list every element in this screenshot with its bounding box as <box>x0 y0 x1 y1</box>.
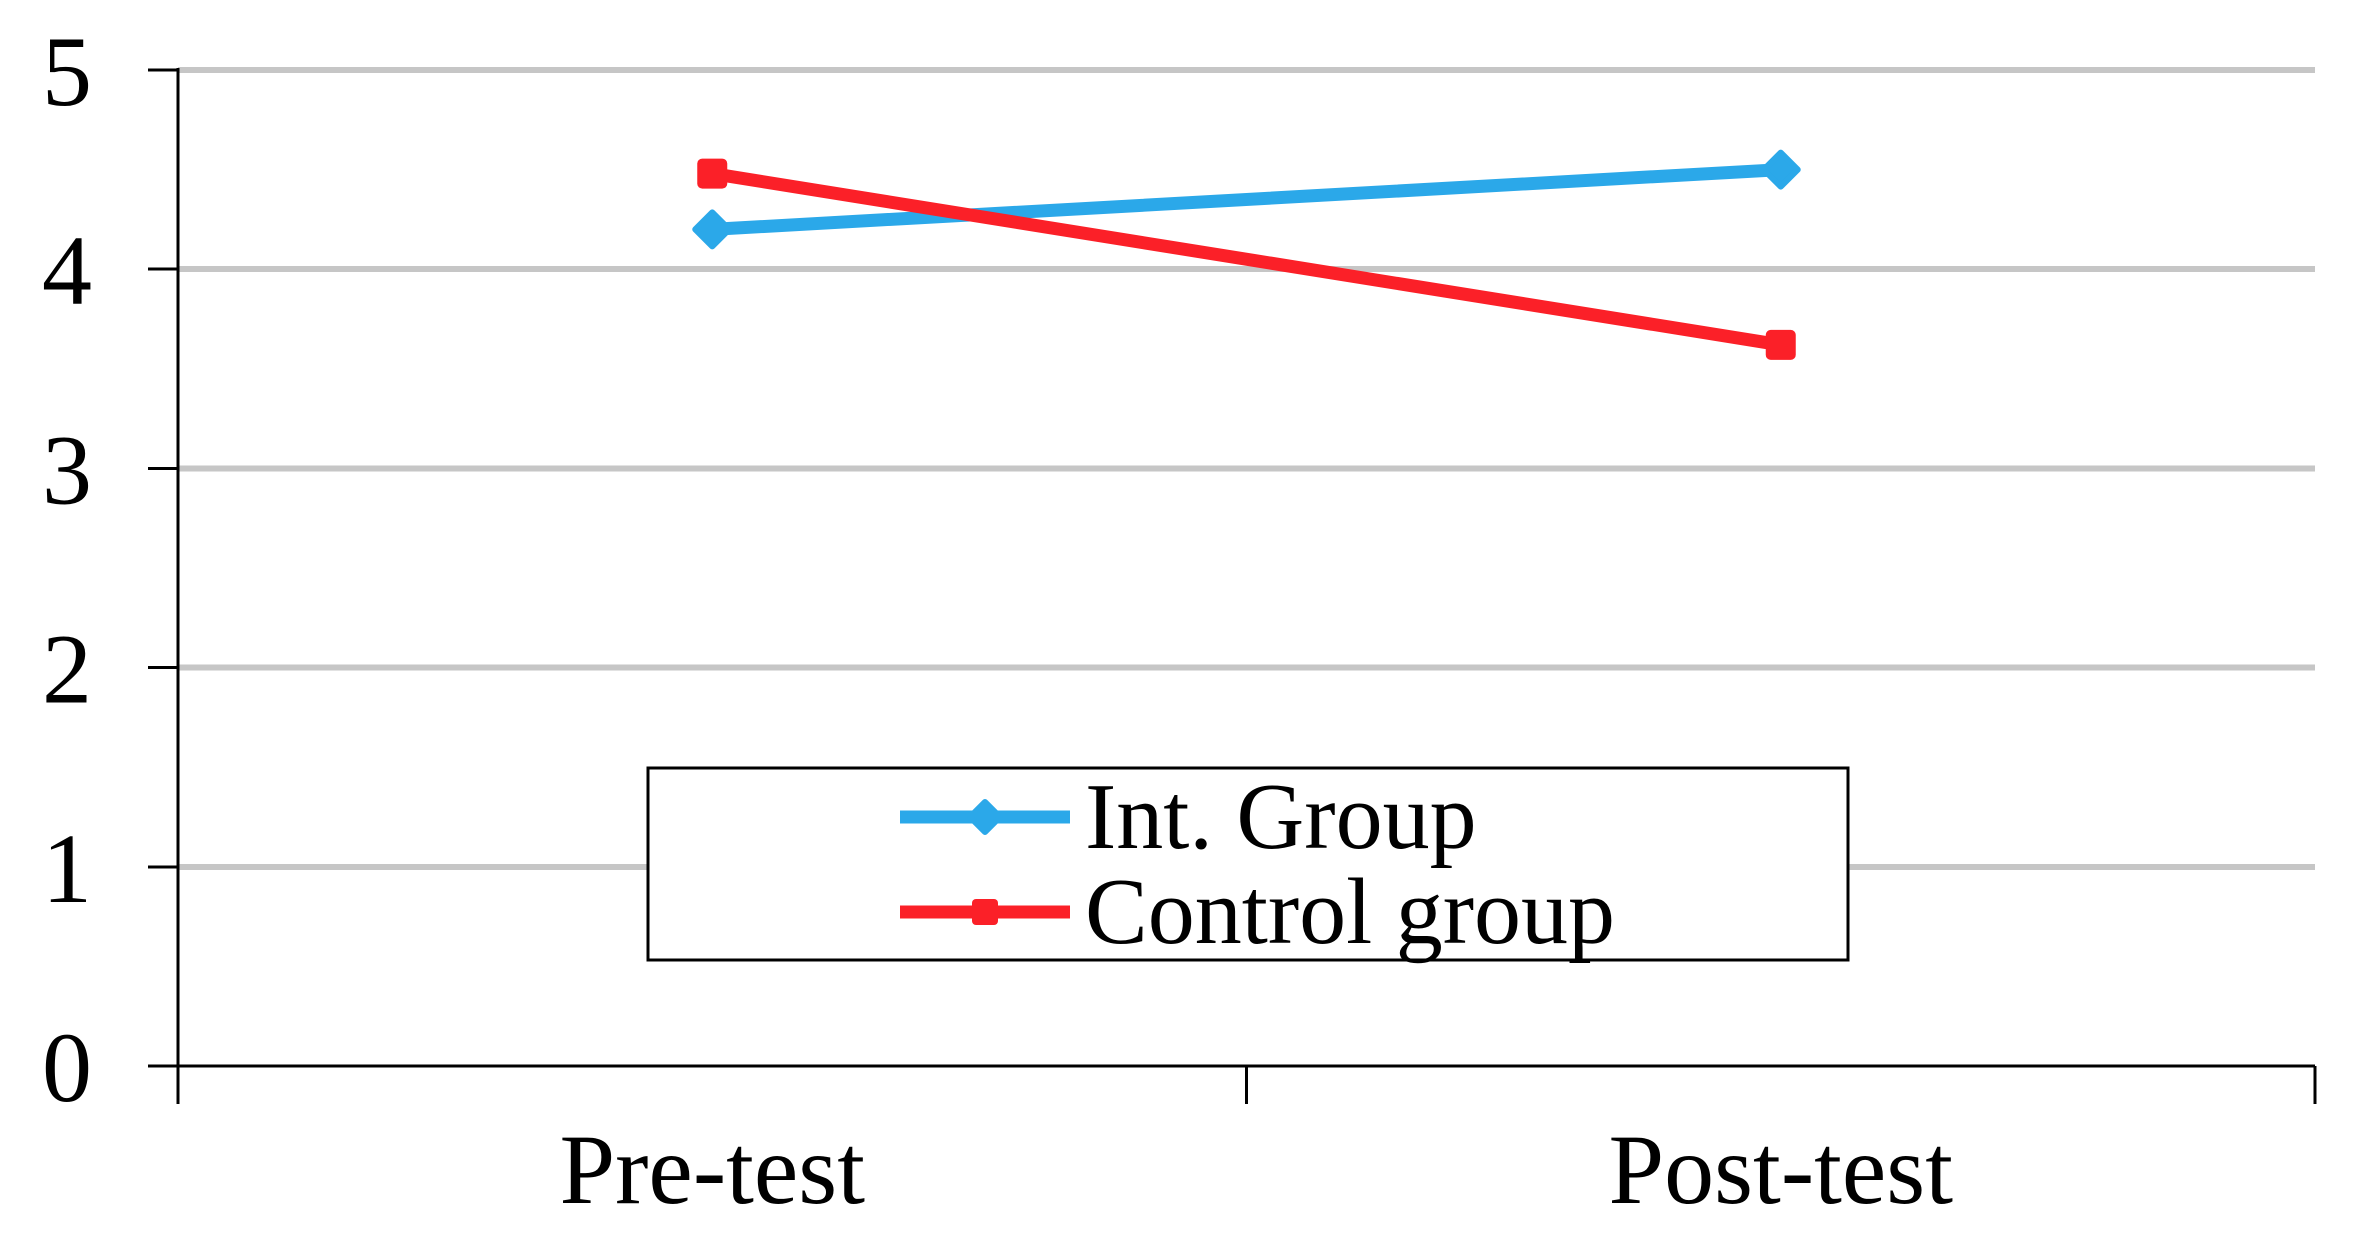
x-category-label-1: Post-test <box>1609 1114 1954 1225</box>
y-tick-label-5: 5 <box>42 16 92 127</box>
y-tick-label-3: 3 <box>42 414 92 525</box>
y-tick-label-4: 4 <box>42 215 92 326</box>
series-control-group-pt0-square-marker <box>697 158 728 189</box>
legend-label-control-group: Control group <box>1085 860 1615 964</box>
gridlines <box>178 67 2315 870</box>
legend-control-group-square-marker <box>972 899 998 925</box>
x-category-label-0: Pre-test <box>560 1114 866 1225</box>
axes <box>148 68 2317 1104</box>
y-tick-label-1: 1 <box>42 813 92 924</box>
legend-int-group-diamond-marker <box>967 799 1003 835</box>
series-int-group-pt0-diamond-marker <box>692 209 733 250</box>
series-control-group <box>697 158 1796 360</box>
axis-labels: 0 1 2 3 4 5 Pre-test Post-test <box>42 16 1953 1225</box>
y-tick-label-0: 0 <box>42 1012 92 1123</box>
series-int-group <box>692 149 1801 250</box>
series-line-control-group <box>705 167 1788 352</box>
y-tick-label-2: 2 <box>42 614 92 725</box>
legend-box <box>646 766 1850 962</box>
series-line-int-group <box>705 163 1788 236</box>
series-control-group-pt1-square-marker <box>1765 329 1796 360</box>
series-int-group-pt1-diamond-marker <box>1760 149 1801 190</box>
legend-label-int-group: Int. Group <box>1085 765 1477 869</box>
